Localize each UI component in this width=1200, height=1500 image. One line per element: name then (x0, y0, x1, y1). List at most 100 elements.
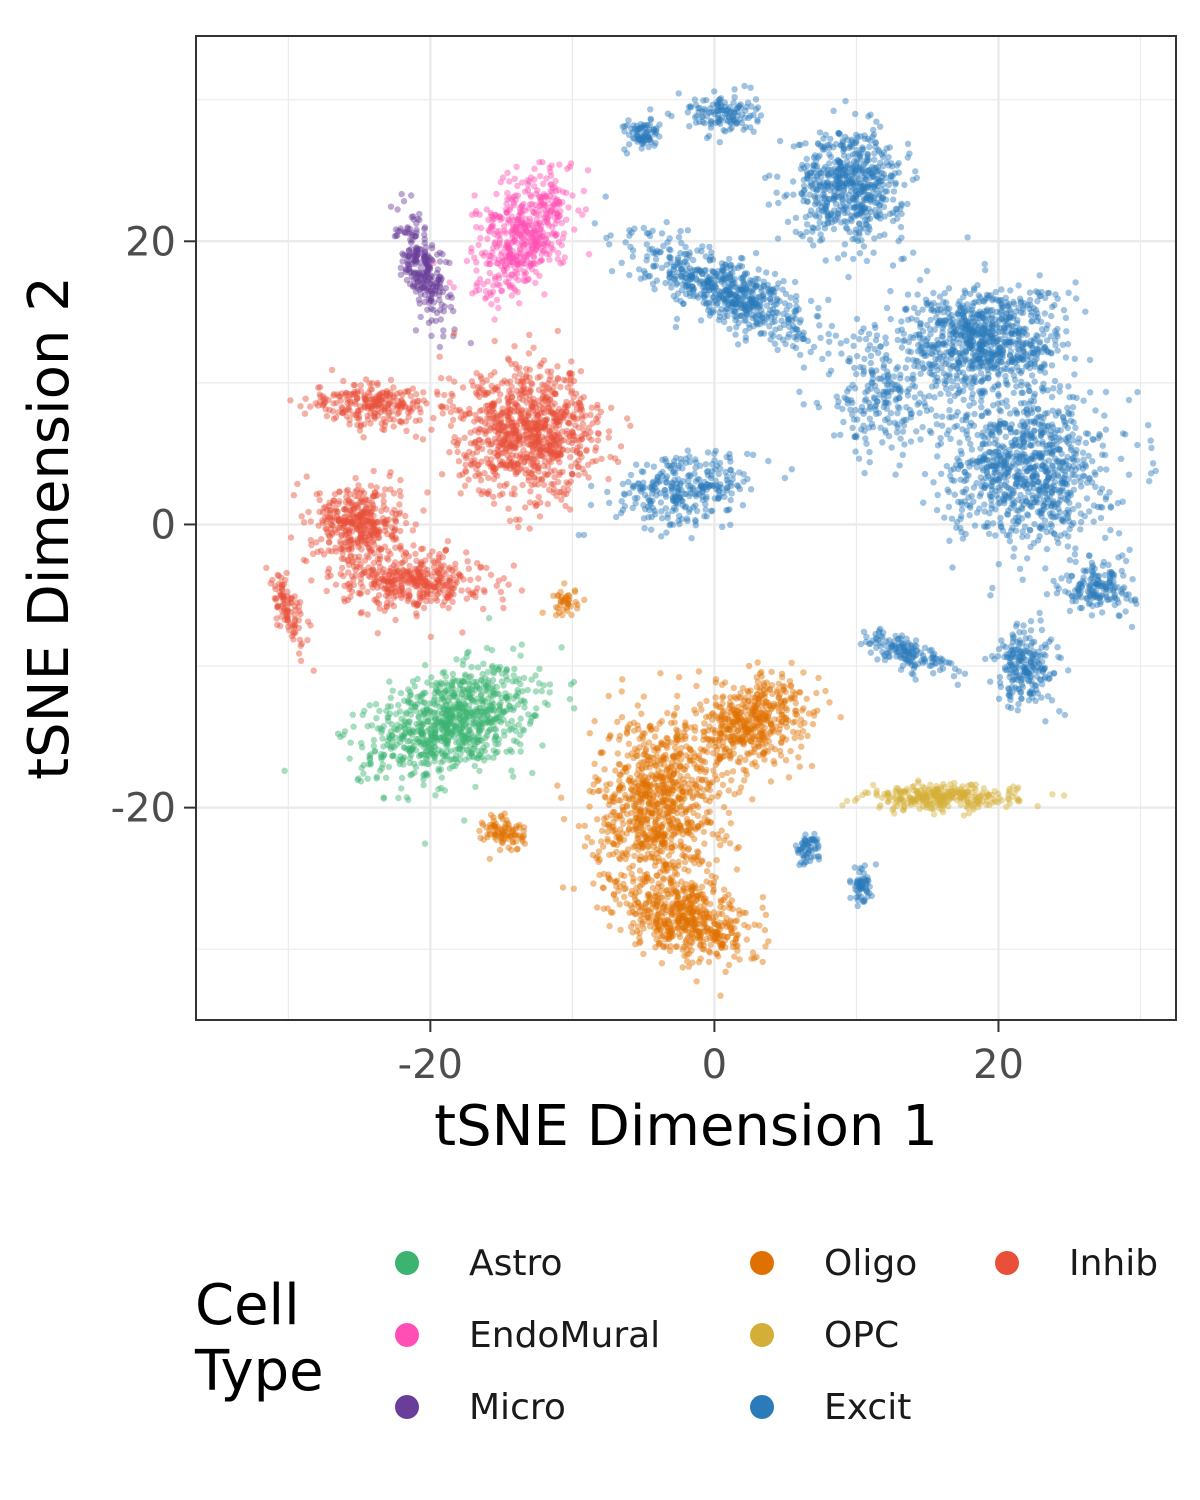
data-point (508, 767, 515, 774)
data-point (817, 237, 824, 244)
data-point (673, 809, 681, 817)
data-point (945, 803, 952, 810)
data-point (664, 709, 671, 717)
data-point (522, 223, 529, 230)
data-point (453, 723, 460, 731)
data-point (510, 645, 517, 652)
data-point (532, 688, 540, 695)
data-point (504, 169, 511, 176)
data-point (724, 712, 731, 719)
data-point (720, 896, 727, 904)
data-point (863, 257, 871, 265)
data-point (423, 748, 430, 755)
data-point (483, 717, 490, 724)
data-point (386, 743, 394, 750)
data-point (603, 781, 610, 788)
data-point (510, 695, 517, 702)
data-point (455, 738, 462, 745)
data-point (725, 891, 732, 898)
data-point (486, 252, 493, 260)
data-point (431, 731, 438, 738)
data-point (873, 118, 880, 125)
data-point (430, 709, 437, 716)
data-point (431, 754, 438, 761)
data-point (758, 710, 765, 717)
data-point (508, 748, 515, 755)
data-point (586, 730, 593, 737)
data-point (386, 732, 393, 739)
data-point (428, 749, 435, 756)
data-point (478, 753, 486, 761)
data-point (665, 803, 672, 810)
data-point (627, 923, 635, 930)
data-point (466, 706, 473, 713)
data-point (473, 207, 480, 215)
data-point (387, 203, 395, 210)
data-point (389, 738, 396, 745)
data-point (856, 220, 863, 227)
data-point (731, 118, 738, 125)
data-point (444, 720, 452, 727)
data-point (373, 773, 381, 780)
data-point (421, 710, 429, 717)
data-point (683, 918, 690, 925)
data-point (460, 678, 467, 685)
data-point (635, 904, 642, 911)
data-point (923, 804, 930, 811)
data-point (465, 687, 473, 695)
data-point (447, 716, 454, 724)
data-point (727, 820, 735, 827)
data-point (515, 689, 522, 697)
data-point (474, 664, 482, 671)
data-point (385, 718, 392, 725)
data-point (393, 726, 400, 734)
data-point (634, 722, 641, 729)
data-point (465, 749, 473, 756)
data-point (524, 686, 531, 694)
data-point (669, 864, 676, 871)
data-point (532, 672, 539, 679)
data-point (681, 903, 688, 910)
data-point (462, 688, 469, 696)
data-point (484, 235, 491, 242)
data-point (561, 254, 568, 261)
data-point (471, 743, 478, 750)
data-point (712, 874, 719, 881)
data-point (692, 101, 700, 109)
data-point (593, 855, 600, 862)
data-point (410, 742, 418, 750)
data-point (699, 910, 706, 918)
data-point (429, 244, 436, 252)
data-point (658, 960, 666, 967)
data-point (431, 728, 438, 735)
data-point (453, 694, 460, 702)
data-point (807, 173, 814, 180)
data-point (512, 838, 520, 845)
data-point (470, 733, 477, 740)
data-point (510, 773, 517, 780)
data-point (725, 118, 732, 125)
data-point (428, 734, 436, 741)
data-point (485, 216, 492, 223)
data-point (432, 792, 439, 799)
data-point (355, 775, 362, 782)
data-point (510, 737, 518, 744)
data-point (745, 689, 752, 696)
data-point (652, 897, 660, 904)
data-point (468, 750, 475, 757)
data-point (433, 687, 440, 694)
data-point (444, 717, 451, 724)
data-point (539, 159, 546, 166)
data-point (843, 162, 850, 170)
data-point (776, 137, 784, 145)
data-point (741, 697, 748, 704)
data-point (490, 687, 497, 695)
data-point (906, 794, 913, 801)
data-point (891, 810, 898, 817)
data-point (459, 724, 467, 731)
data-point (468, 709, 475, 716)
data-point (790, 191, 797, 198)
data-point (459, 661, 467, 668)
data-point (837, 714, 844, 721)
data-point (446, 721, 453, 729)
